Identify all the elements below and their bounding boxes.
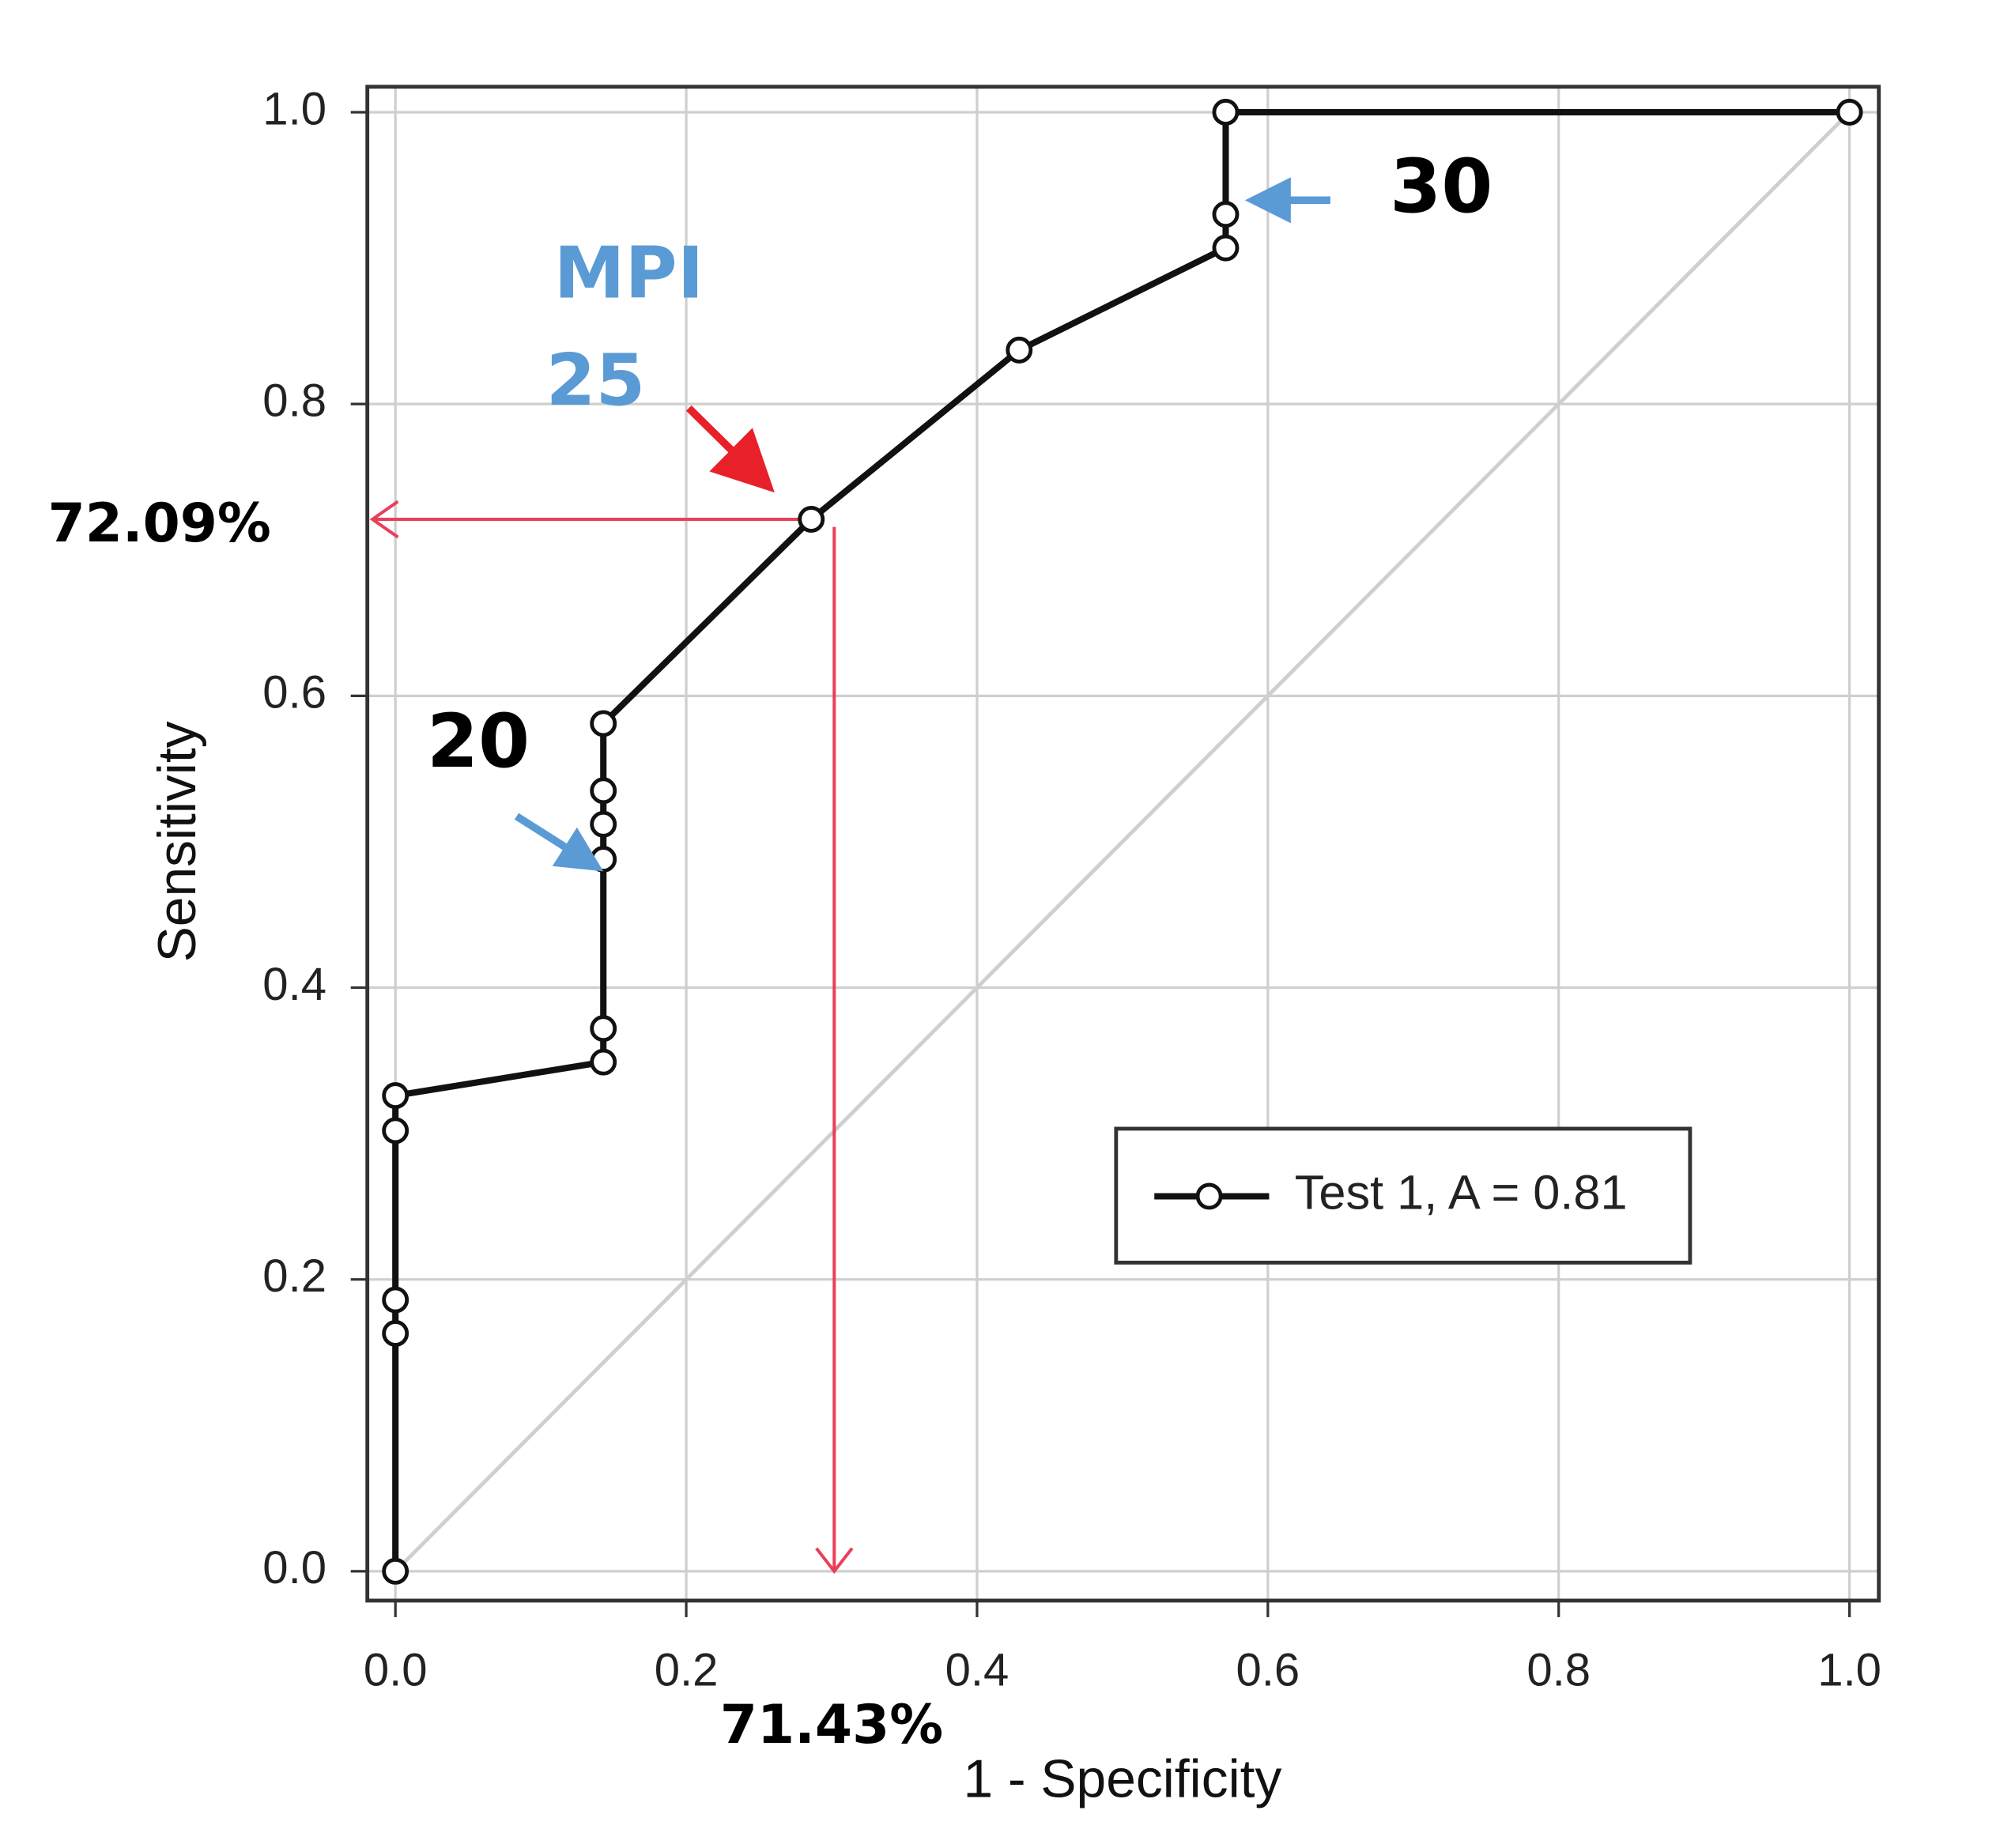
roc-point [1212, 99, 1240, 126]
roc-point [590, 810, 617, 838]
guide-arrowhead [815, 1547, 854, 1575]
reference-diagonal [394, 111, 1851, 1573]
plot-frame [365, 85, 1881, 1603]
y-tick-label: 0.2 [262, 1250, 326, 1302]
roc-point [590, 710, 617, 737]
y-tick-label: 0.4 [262, 959, 326, 1010]
roc-point [590, 1015, 617, 1043]
x-tick-label: 1.0 [1817, 1644, 1881, 1695]
annotation: MPI [554, 232, 704, 315]
guide-arrowhead [369, 500, 399, 539]
x-axis-label: 1 - Specificity [963, 1750, 1281, 1809]
annotation: 72.09% [48, 492, 271, 554]
plot [369, 99, 1863, 1585]
arrow [685, 405, 775, 493]
roc-point [1836, 99, 1863, 126]
annotation: 25 [546, 339, 646, 422]
roc-point [382, 1082, 409, 1110]
y-tick-label: 0.0 [262, 1542, 326, 1593]
roc-point [382, 1117, 409, 1145]
arrow [514, 813, 604, 872]
roc-point [590, 1048, 617, 1076]
roc-point [1212, 234, 1240, 262]
x-tick-label: 0.8 [1526, 1644, 1591, 1695]
roc-point [1006, 336, 1033, 364]
x-tick-label: 0.6 [1236, 1644, 1300, 1695]
legend-marker [1195, 1182, 1223, 1210]
x-tick-label: 0.0 [364, 1644, 428, 1695]
legend-items: Test 1, A = 0.81 [1154, 1165, 1628, 1220]
roc-point [382, 1320, 409, 1347]
legend-label: Test 1, A = 0.81 [1295, 1165, 1628, 1220]
x-tick-label: 0.2 [655, 1644, 719, 1695]
x-tick-label: 0.4 [945, 1644, 1009, 1695]
annotation: 20 [427, 699, 530, 785]
roc-point [382, 1286, 409, 1314]
roc-point [590, 777, 617, 805]
y-tick-label: 0.6 [262, 667, 326, 718]
roc-point [1212, 201, 1240, 228]
roc-point [798, 506, 825, 533]
grid [350, 86, 1879, 1617]
roc-point [382, 1557, 409, 1585]
y-tick-label: 1.0 [262, 83, 326, 134]
annotation: 71.43% [720, 1693, 943, 1756]
y-axis-label: Sensitivity [148, 721, 207, 962]
y-tick-label: 0.8 [262, 375, 326, 427]
annotation: 30 [1390, 144, 1492, 230]
